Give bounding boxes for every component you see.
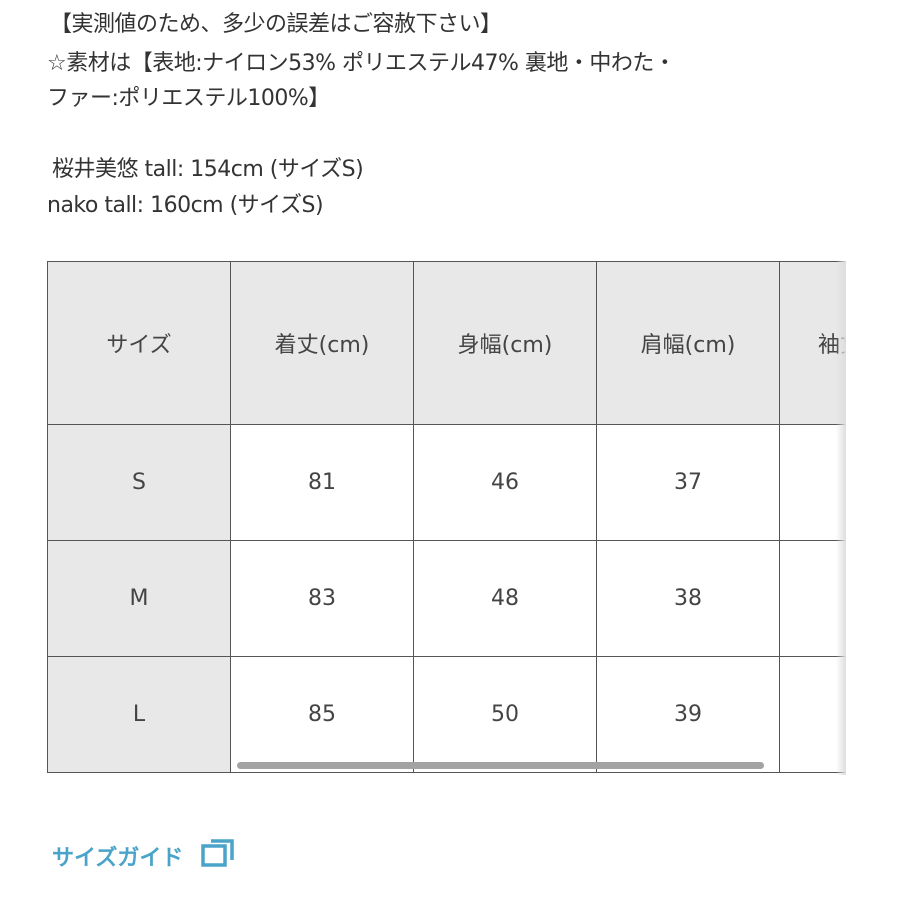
size-table-scroll-container[interactable]: サイズ 着丈(cm) 身幅(cm) 肩幅(cm) 袖丈 S 81 46 37 M… [47, 261, 846, 775]
table-cell: 50 [413, 656, 597, 773]
table-cell: 85 [230, 656, 414, 773]
table-cell: 39 [596, 656, 780, 773]
table-cell: 83 [230, 540, 414, 657]
material-note: ☆素材は【表地:ナイロン53% ポリエステル47% 裏地・中わた・ [47, 51, 676, 76]
horizontal-scrollbar[interactable] [237, 762, 764, 769]
model-info-2: nako tall: 160cm (サイズS) [47, 193, 324, 218]
header-cell: 袖丈 [779, 261, 846, 425]
size-guide-label: サイズガイド [52, 846, 184, 871]
table-cell: 48 [413, 540, 597, 657]
material-note-cont: ファー:ポリエステル100%】 [47, 86, 330, 111]
table-cell: 81 [230, 424, 414, 541]
table-row: L 85 50 39 [47, 656, 846, 773]
size-cell: S [47, 424, 231, 541]
table-cell: 38 [596, 540, 780, 657]
table-row: S 81 46 37 [47, 424, 846, 541]
size-guide-link[interactable]: サイズガイド [52, 838, 237, 874]
header-cell: サイズ [47, 261, 231, 425]
table-cell [779, 540, 846, 657]
table-header-row: サイズ 着丈(cm) 身幅(cm) 肩幅(cm) 袖丈 [47, 261, 846, 425]
measurement-note: 【実測値のため、多少の誤差はご容赦下さい】 [50, 12, 502, 37]
header-cell: 着丈(cm) [230, 261, 414, 425]
size-cell: M [47, 540, 231, 657]
table-row: M 83 48 38 [47, 540, 846, 657]
model-info-1: 桜井美悠 tall: 154cm (サイズS) [52, 157, 364, 182]
header-cell: 肩幅(cm) [596, 261, 780, 425]
size-table: サイズ 着丈(cm) 身幅(cm) 肩幅(cm) 袖丈 S 81 46 37 M… [47, 261, 846, 773]
external-window-icon [201, 838, 237, 874]
scroll-edge-shadow [836, 261, 846, 775]
table-cell: 37 [596, 424, 780, 541]
table-cell: 46 [413, 424, 597, 541]
table-cell [779, 424, 846, 541]
header-cell: 身幅(cm) [413, 261, 597, 425]
size-cell: L [47, 656, 231, 773]
table-cell [779, 656, 846, 773]
